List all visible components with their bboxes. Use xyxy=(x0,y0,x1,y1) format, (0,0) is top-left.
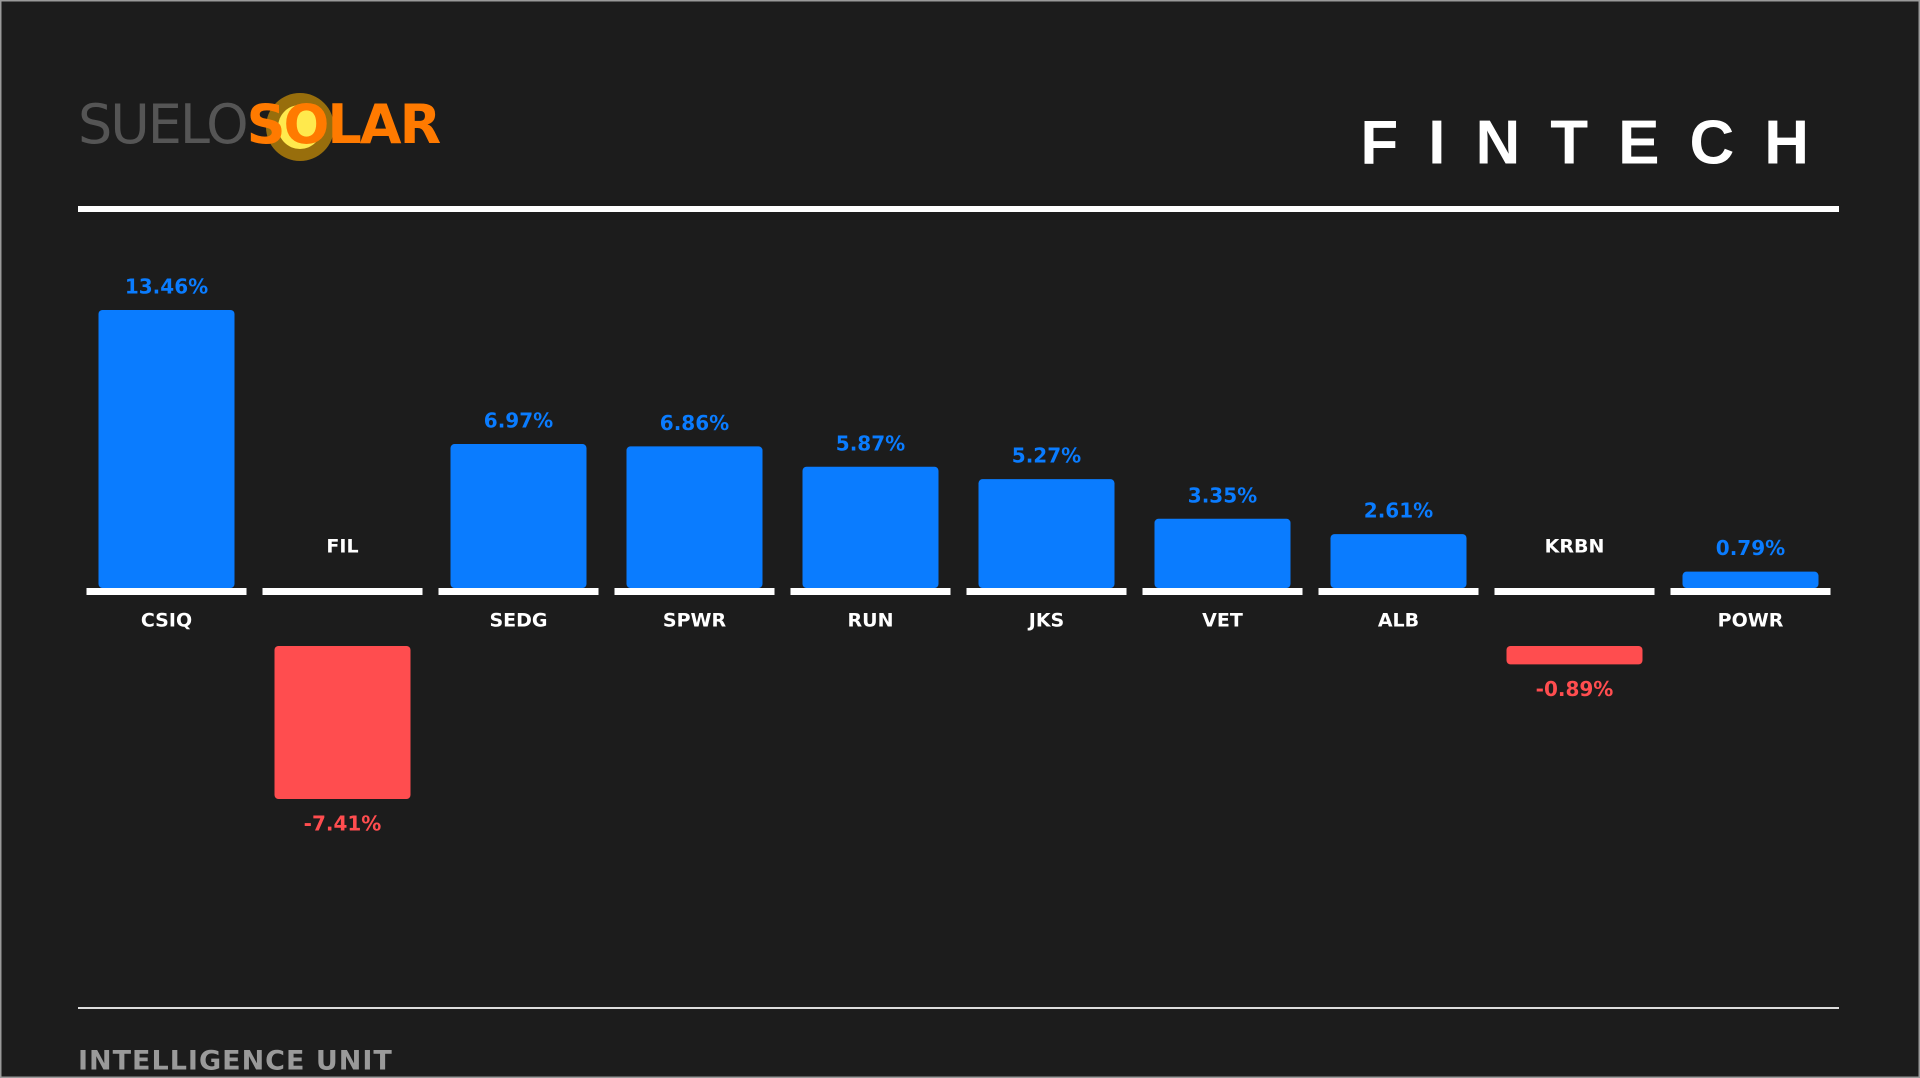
bar xyxy=(978,479,1115,588)
baseline-segment xyxy=(86,588,247,595)
footer-rule xyxy=(78,1007,1839,1009)
value-label: 5.87% xyxy=(836,431,905,455)
category-label: CSIQ xyxy=(141,610,192,632)
category-label: ALB xyxy=(1378,610,1419,632)
bar xyxy=(1154,518,1291,588)
chart-title: FINTECH xyxy=(1360,108,1839,177)
baseline-segment xyxy=(1670,588,1831,595)
sun xyxy=(278,105,322,149)
baseline-segment xyxy=(438,588,599,595)
bar xyxy=(274,646,411,800)
value-label: -0.89% xyxy=(1536,677,1614,701)
category-label: VET xyxy=(1202,610,1243,632)
baseline-segment xyxy=(966,588,1127,595)
baseline-segment xyxy=(262,588,423,595)
category-label: KRBN xyxy=(1545,536,1605,558)
bar xyxy=(1330,534,1467,588)
baseline-segment xyxy=(1142,588,1303,595)
category-label: RUN xyxy=(848,610,894,632)
category-label: FIL xyxy=(326,536,358,558)
value-label: 5.27% xyxy=(1012,444,1081,468)
header-rule xyxy=(78,206,1839,212)
category-label: SEDG xyxy=(489,610,547,632)
value-label: 0.79% xyxy=(1716,536,1785,560)
category-label: JKS xyxy=(1027,610,1064,632)
value-label: -7.41% xyxy=(304,812,382,836)
baseline-segment xyxy=(1494,588,1655,595)
bar xyxy=(450,444,587,588)
bar xyxy=(1506,646,1643,665)
category-label: SPWR xyxy=(663,610,727,632)
value-label: 6.97% xyxy=(484,409,553,433)
baseline-segment xyxy=(614,588,775,595)
baseline-segment xyxy=(790,588,951,595)
value-label: 13.46% xyxy=(125,275,208,299)
logo: SUELOSOLAR xyxy=(78,93,443,161)
bar xyxy=(98,310,235,588)
logo-left: SUELO xyxy=(78,93,247,156)
value-label: 6.86% xyxy=(660,411,729,435)
value-label: 2.61% xyxy=(1364,499,1433,523)
bar xyxy=(802,466,939,588)
category-label: POWR xyxy=(1718,610,1784,632)
footer-text: INTELLIGENCE UNIT xyxy=(78,1046,393,1077)
logo-right: SOLAR xyxy=(247,93,441,156)
baseline-segment xyxy=(1318,588,1479,595)
logo-text: SUELOSOLAR xyxy=(78,93,441,156)
bar xyxy=(626,446,763,588)
bar xyxy=(1682,571,1819,588)
value-label: 3.35% xyxy=(1188,483,1257,507)
